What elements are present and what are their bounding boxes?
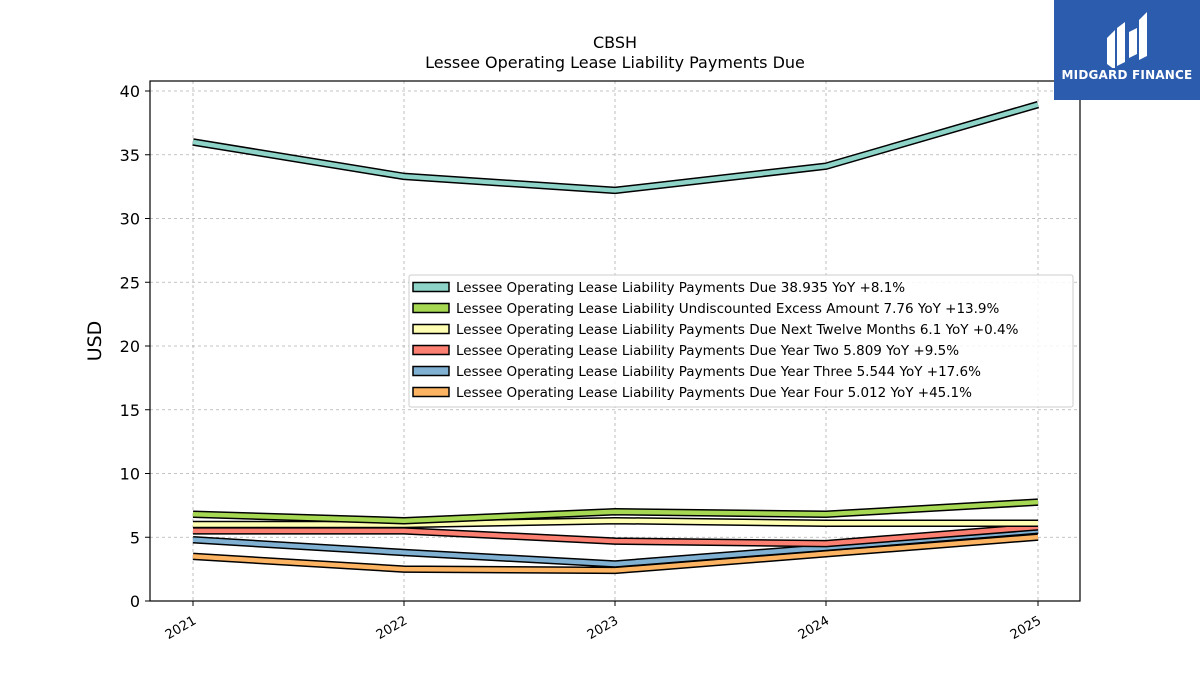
y-tick-label: 40 [120, 82, 140, 101]
legend-box [408, 274, 1074, 408]
legend-label: Lessee Operating Lease Liability Payment… [456, 280, 905, 296]
legend-swatch [412, 323, 450, 335]
y-tick-label: 0 [130, 592, 140, 611]
y-tick-label: 30 [120, 210, 140, 229]
x-tick-label: 2024 [796, 613, 832, 643]
legend-swatch [412, 281, 450, 293]
legend-item: Lessee Operating Lease Liability Payment… [412, 364, 981, 380]
legend: Lessee Operating Lease Liability Payment… [408, 274, 1074, 408]
x-tick-label: 2021 [163, 613, 199, 643]
series-line-stroke [193, 524, 1039, 546]
legend-swatch [412, 302, 450, 314]
legend-item: Lessee Operating Lease Liability Payment… [412, 322, 1019, 338]
legend-item: Lessee Operating Lease Liability Payment… [412, 343, 959, 359]
series-line-stroke [193, 518, 1038, 527]
legend-item: Lessee Operating Lease Liability Undisco… [412, 301, 1000, 317]
legend-label: Lessee Operating Lease Liability Payment… [456, 322, 1019, 338]
series-line [193, 516, 1038, 529]
series-line-stroke [192, 534, 1039, 573]
legend-label: Lessee Operating Lease Liability Undisco… [456, 301, 1000, 317]
series-line-outline [192, 100, 1040, 195]
series-line [192, 498, 1039, 525]
y-axis: 0 5 10 15 20 25 30 35 40 [120, 82, 150, 611]
series-line-stroke [192, 499, 1039, 523]
y-tick-label: 35 [120, 146, 140, 165]
x-tick-label: 2022 [374, 613, 410, 643]
y-tick-label: 10 [120, 465, 140, 484]
y-tick-label: 25 [120, 273, 140, 292]
series-line [192, 533, 1039, 575]
legend-swatch [412, 365, 450, 377]
series-line [192, 100, 1040, 195]
legend-label: Lessee Operating Lease Liability Payment… [456, 343, 959, 359]
legend-swatch [412, 386, 450, 398]
midgard-logo-icon [1107, 12, 1147, 68]
legend-item: Lessee Operating Lease Liability Payment… [412, 385, 972, 401]
legend-label: Lessee Operating Lease Liability Payment… [456, 385, 972, 401]
legend-label: Lessee Operating Lease Liability Payment… [456, 364, 981, 380]
series-lines [192, 100, 1040, 575]
x-tick-label: 2025 [1008, 613, 1044, 643]
chart-title: CBSH [593, 33, 637, 52]
chart-subtitle: Lessee Operating Lease Liability Payment… [425, 53, 805, 72]
series-line-stroke [192, 102, 1039, 193]
x-tick-label: 2023 [585, 613, 621, 643]
legend-item: Lessee Operating Lease Liability Payment… [412, 280, 905, 296]
legend-swatch [412, 344, 450, 356]
brand-logo: MIDGARD FINANCE [1054, 0, 1200, 100]
y-tick-label: 15 [120, 401, 140, 420]
y-axis-label: USD [84, 321, 106, 362]
y-tick-label: 20 [120, 337, 140, 356]
brand-logo-text: MIDGARD FINANCE [1061, 68, 1193, 82]
x-axis: 2021 2022 2023 2024 2025 [163, 601, 1044, 643]
series-line [193, 523, 1039, 548]
y-tick-label: 5 [130, 528, 140, 547]
